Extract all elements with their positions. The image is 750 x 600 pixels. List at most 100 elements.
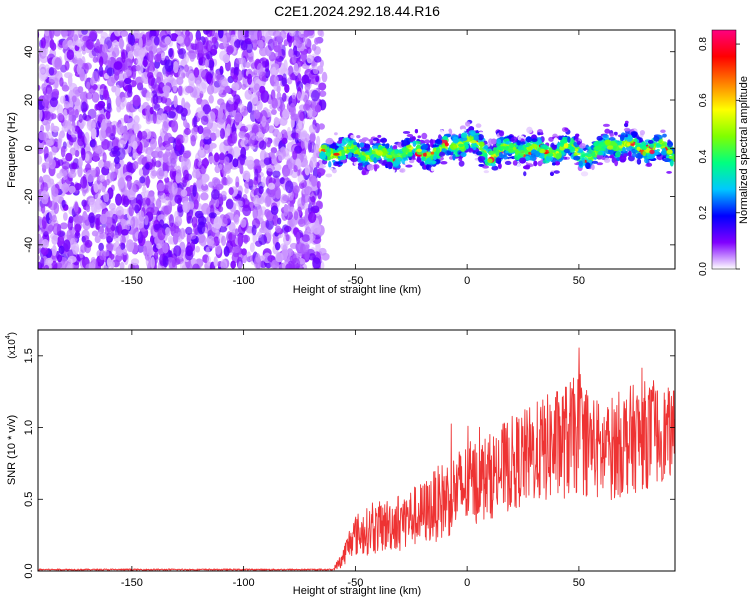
heatmap-cell [543,144,548,148]
heatmap-cell [127,190,136,201]
heatmap-cell [114,84,121,98]
heatmap-cell [421,132,428,140]
heatmap-cell [225,198,234,210]
heatmap-cell [525,136,532,143]
heatmap-cells [38,30,675,269]
svg-text:40: 40 [23,46,35,58]
colorbar-tick: 0.8 [698,37,740,51]
heatmap-cell [157,227,166,241]
heatmap-cell [498,151,503,157]
heatmap-cell [145,197,151,206]
heatmap-cell [240,218,247,228]
heatmap-cell [488,150,495,156]
heatmap-cell [127,83,133,94]
heatmap-cell [555,167,563,171]
colorbar-label: Normalized spectral amplitude [738,76,750,224]
heatmap-cell [318,82,327,91]
heatmap-cell [578,148,584,153]
heatmap-cell [549,171,554,176]
heatmap-cell [67,171,77,179]
heatmap-cell [103,250,110,257]
heatmap-cell [121,252,129,261]
spectrogram-y-tick: -40 [23,237,675,253]
spectrogram-x-ticks: -150 -100 -50 0 50 [121,30,585,287]
heatmap-cell [539,152,545,159]
heatmap-cell [219,50,228,61]
heatmap-cell [636,158,642,165]
heatmap-cell [153,54,162,63]
heatmap-cell [438,134,442,140]
heatmap-cell [69,237,76,251]
heatmap-cell [59,77,64,87]
heatmap-cell [288,48,294,58]
heatmap-cell [215,129,221,138]
heatmap-cell [134,204,140,214]
heatmap-cell [171,120,179,133]
svg-text:0.5: 0.5 [23,492,35,507]
heatmap-cell [452,136,459,144]
heatmap-cell [569,146,574,150]
heatmap-cell [162,85,171,94]
heatmap-cell [646,162,653,167]
heatmap-cell [40,247,49,256]
heatmap-cell [74,201,79,215]
heatmap-cell [460,128,467,132]
heatmap-cell [107,244,114,252]
heatmap-cell [94,146,102,154]
heatmap-cell [414,128,419,134]
heatmap-cell [499,136,504,141]
heatmap-cell [288,30,296,37]
heatmap-cell [425,164,430,170]
heatmap-cell [421,156,426,161]
heatmap-cell [209,132,217,142]
heatmap-cell [88,262,96,269]
heatmap-cell [74,182,82,191]
heatmap-cell [303,137,309,150]
heatmap-cell [162,153,169,163]
heatmap-cell [63,239,71,252]
heatmap-cell [275,118,281,125]
heatmap-cell [99,174,106,182]
heatmap-cell [490,138,497,145]
heatmap-cell [663,157,671,163]
heatmap-cell [281,92,287,102]
heatmap-cell [175,139,182,152]
heatmap-cell [184,64,190,73]
heatmap-cell [215,69,221,82]
heatmap-cell [138,168,143,177]
heatmap-cell [137,157,143,165]
heatmap-cell [101,138,110,150]
heatmap-cell [61,161,71,170]
heatmap-cell [160,52,166,61]
heatmap-cell [301,74,310,85]
heatmap-cell [232,131,238,144]
heatmap-cell [93,204,102,213]
heatmap-cell [257,208,264,221]
heatmap-cell [241,136,249,145]
heatmap-cell [405,164,413,168]
heatmap-cell [51,214,57,223]
heatmap-cell [202,173,207,186]
heatmap-cell [223,246,230,257]
heatmap-cell [594,145,600,150]
heatmap-cell [541,164,548,168]
heatmap-cell [312,223,322,235]
snr-x-label: Height of straight line (km) [293,585,421,597]
heatmap-cell [100,121,107,132]
heatmap-cell [255,131,264,142]
heatmap-cell [85,169,95,183]
heatmap-cell [534,151,540,158]
heatmap-cell [41,162,51,169]
heatmap-cell [319,90,327,98]
heatmap-cell [484,153,488,158]
heatmap-cell [127,50,134,61]
snr-y-scale: (x104) [5,332,18,359]
heatmap-cell [381,143,386,147]
heatmap-cell [387,168,396,173]
svg-text:0.4: 0.4 [698,149,709,163]
heatmap-cell [122,195,130,208]
heatmap-cell [334,132,338,136]
heatmap-cell [516,139,522,146]
heatmap-cell [196,52,204,62]
heatmap-cell [194,210,204,219]
